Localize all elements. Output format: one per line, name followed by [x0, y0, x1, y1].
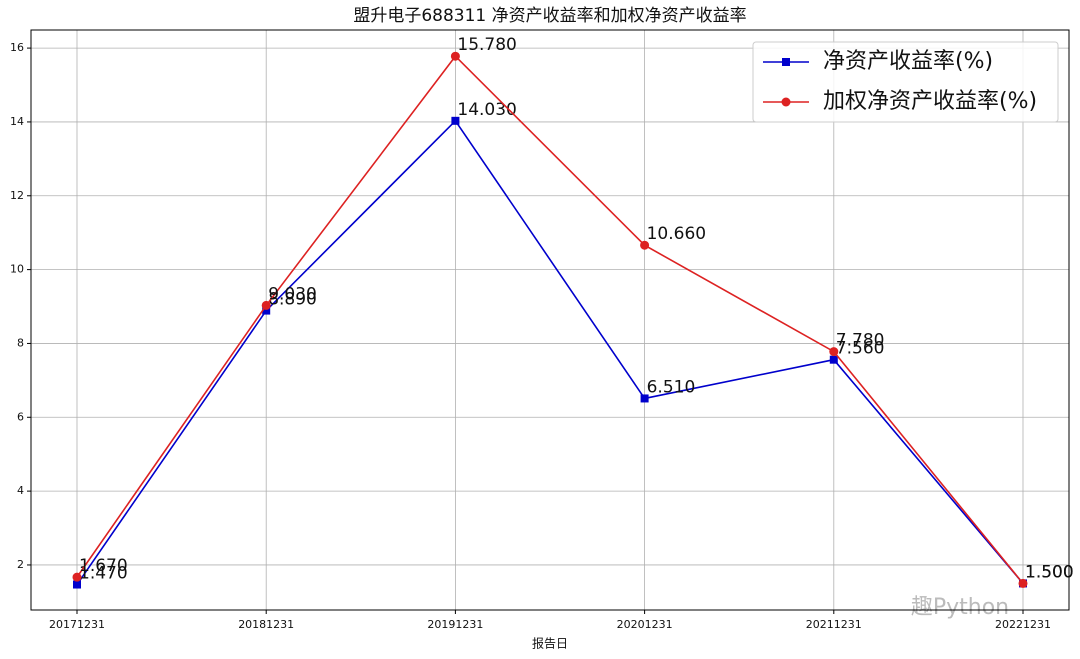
value-label: 1.670 [79, 556, 128, 576]
point [829, 347, 839, 357]
x-tick-label: 20181231 [238, 618, 294, 631]
point [72, 572, 82, 582]
value-label: 14.030 [457, 100, 516, 120]
y-tick-label: 8 [17, 336, 24, 349]
legend: 净资产收益率(%) 加权净资产收益率(%) [752, 41, 1059, 123]
value-label: 8.890 [268, 290, 317, 310]
value-label: 6.510 [647, 377, 696, 397]
y-tick-label: 16 [10, 41, 24, 54]
value-label: 1.500 [1025, 562, 1074, 582]
watermark: 趣Python [911, 595, 1009, 620]
legend-label: 加权净资产收益率(%) [823, 89, 1037, 114]
value-label: 1.500 [1025, 562, 1074, 582]
y-tick-label: 12 [10, 189, 24, 202]
legend-marker [781, 97, 791, 107]
x-tick-label: 20191231 [427, 618, 483, 631]
x-tick-label: 20201231 [617, 618, 673, 631]
x-tick-label: 20211231 [806, 618, 862, 631]
chart-title: 盟升电子688311 净资产收益率和加权净资产收益率 [353, 6, 746, 26]
y-tick-label: 6 [17, 410, 24, 423]
legend-frame [752, 41, 1059, 123]
value-label: 7.780 [836, 331, 885, 351]
x-tick-label: 20221231 [995, 618, 1051, 631]
point [450, 51, 460, 61]
x-axis-label: 报告日 [532, 636, 568, 651]
value-label: 15.780 [457, 35, 516, 55]
value-label: 9.030 [268, 284, 317, 304]
point [262, 306, 271, 315]
value-label: 10.660 [647, 224, 706, 244]
legend-marker [782, 58, 790, 66]
point [451, 116, 460, 125]
series-line [76, 119, 1024, 585]
point [261, 300, 271, 310]
point [640, 394, 649, 403]
series-line [76, 54, 1024, 584]
point [640, 240, 650, 250]
point [829, 355, 838, 364]
x-tick-label: 20171231 [49, 618, 105, 631]
value-label: 1.470 [79, 564, 128, 584]
point [1018, 578, 1028, 588]
y-tick-label: 2 [17, 558, 24, 571]
plot-frame [30, 29, 1070, 611]
y-tick-label: 10 [10, 263, 24, 276]
y-tick-label: 14 [10, 115, 24, 128]
point [73, 580, 81, 589]
value-label: 7.560 [836, 339, 885, 359]
legend-label: 净资产收益率(%) [823, 49, 993, 74]
y-tick-label: 4 [17, 484, 24, 497]
